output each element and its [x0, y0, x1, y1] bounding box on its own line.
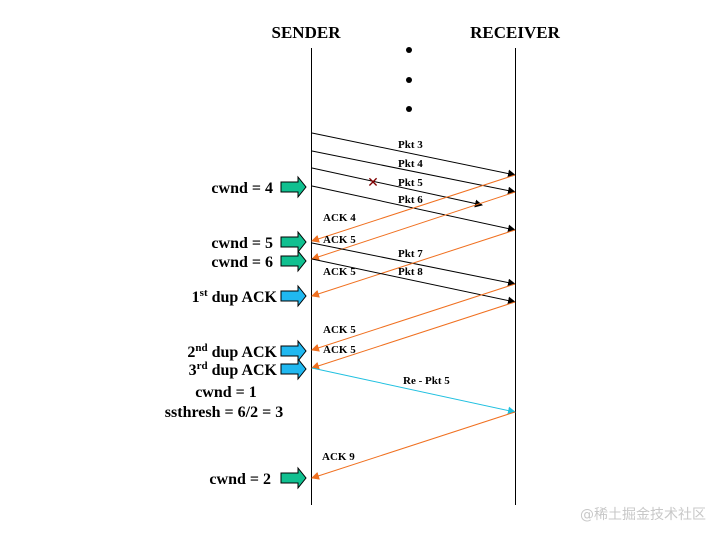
event-label: 3rd dup ACK	[189, 360, 278, 379]
dup-ack-arrow-icon	[280, 339, 307, 363]
message-label: ACK 5	[323, 324, 356, 336]
dup-ack-arrow-icon	[280, 284, 307, 308]
receiver-label: RECEIVER	[470, 23, 560, 42]
retransmit-arrow	[311, 367, 516, 415]
sender-label: SENDER	[272, 23, 342, 42]
message-label: ACK 5	[323, 234, 356, 246]
event-label: 2nd dup ACK	[187, 342, 277, 361]
ack-arrow	[311, 229, 516, 298]
event-label: cwnd = 6	[211, 254, 273, 271]
message-label: ACK 5	[323, 344, 356, 356]
lost-arrow	[311, 167, 483, 208]
event-label: 1st dup ACK	[192, 287, 278, 306]
message-label: ACK 4	[323, 212, 356, 224]
packet-arrow	[311, 150, 516, 195]
dup-ack-arrow-icon	[280, 357, 307, 381]
cwnd-arrow-icon	[280, 175, 307, 199]
ack-arrow	[311, 191, 516, 261]
ellipsis-dot	[406, 106, 412, 112]
cwnd-arrow-icon	[280, 230, 307, 254]
lost-packet-x-icon: ✕	[367, 175, 379, 191]
message-label: Pkt 5	[398, 177, 423, 189]
event-label: cwnd = 5	[211, 235, 273, 252]
message-label: Pkt 3	[398, 139, 423, 151]
message-label: Pkt 8	[398, 266, 423, 278]
ellipsis-dot	[406, 47, 412, 53]
ack-arrow	[311, 283, 516, 352]
cwnd-arrow-icon	[280, 466, 307, 490]
message-label: Pkt 6	[398, 194, 423, 206]
ack-arrow	[311, 301, 516, 370]
event-label: ssthresh = 6/2 = 3	[165, 404, 283, 421]
event-label: cwnd = 4	[211, 180, 273, 197]
packet-arrow	[311, 132, 516, 178]
cwnd-arrow-icon	[280, 249, 307, 273]
watermark: @稀土掘金技术社区	[580, 507, 706, 523]
event-label: cwnd = 1	[195, 384, 257, 401]
message-label: Pkt 7	[398, 248, 423, 260]
message-label: ACK 5	[323, 266, 356, 278]
event-label: cwnd = 2	[209, 471, 271, 488]
message-label: ACK 9	[322, 451, 355, 463]
ack-arrow	[311, 411, 516, 480]
ack-arrow	[311, 174, 516, 243]
ellipsis-dot	[406, 77, 412, 83]
message-label: Pkt 4	[398, 158, 423, 170]
message-label: Re - Pkt 5	[403, 375, 450, 387]
